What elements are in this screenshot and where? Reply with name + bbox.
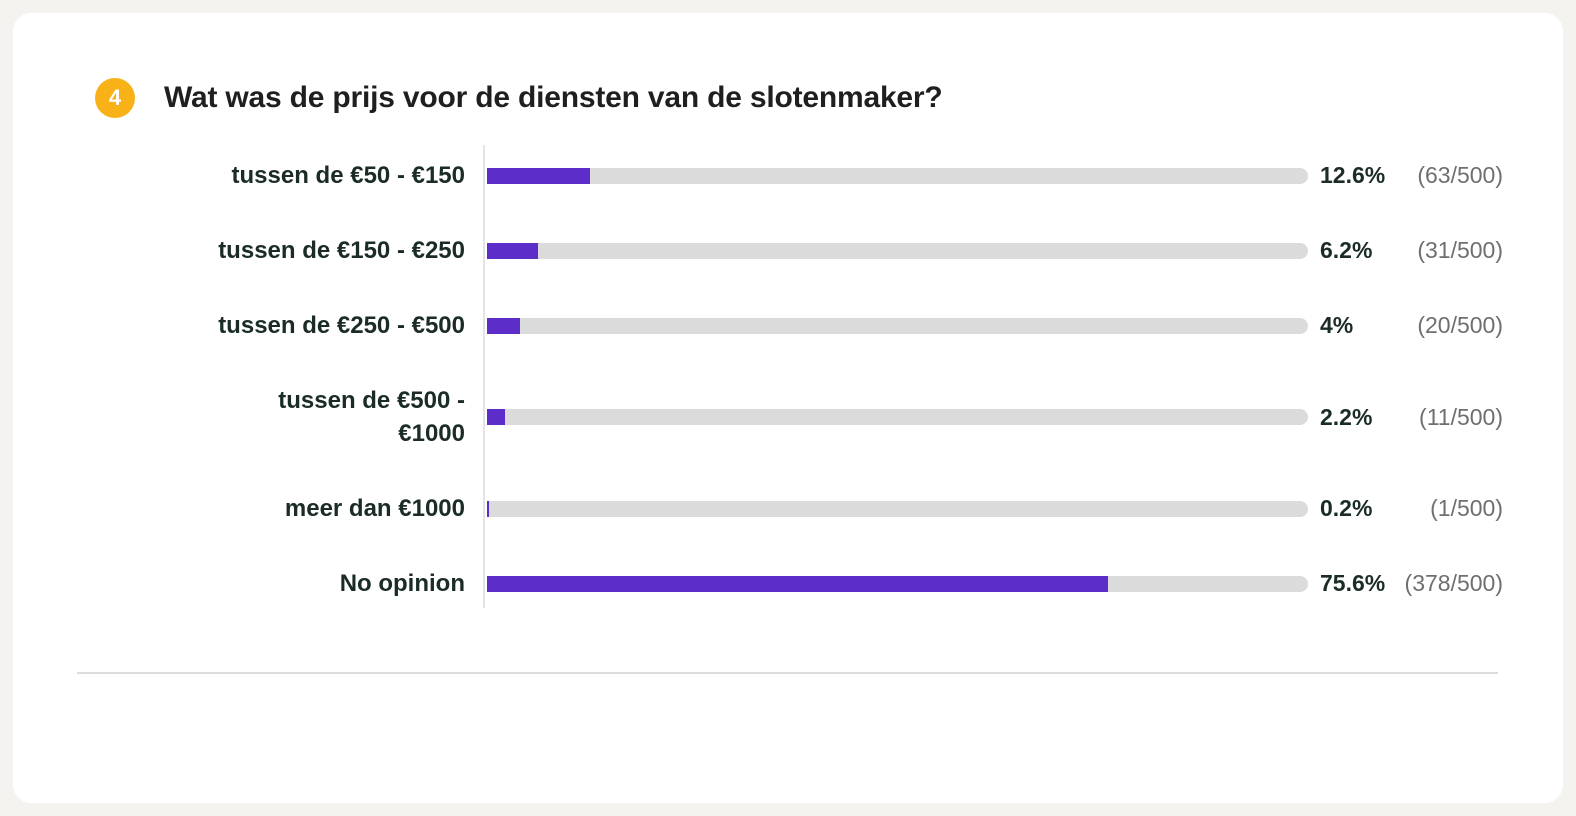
bar-fill <box>487 500 489 517</box>
percent-label: 4% <box>1320 312 1354 338</box>
count-label: (63/500) <box>1417 162 1503 188</box>
percent-label: 75.6% <box>1320 570 1386 596</box>
bar-track <box>487 242 1308 259</box>
count-label: (20/500) <box>1417 312 1503 338</box>
question-header: 4 Wat was de prijs voor de diensten van … <box>95 78 943 118</box>
count-label: (31/500) <box>1417 237 1503 263</box>
question-number-badge: 4 <box>95 78 135 118</box>
percent-label: 12.6% <box>1320 162 1386 188</box>
category-label: No opinion <box>339 570 465 597</box>
category-label: tussen de €500 - €1000 <box>278 387 465 447</box>
section-divider <box>77 672 1498 674</box>
question-number: 4 <box>108 85 122 110</box>
chart-baseline-axis <box>483 145 485 608</box>
bar-track <box>487 167 1308 184</box>
chart-row: tussen de €150 - €250 6.2% (31/500) <box>13 234 1563 267</box>
question-title: Wat was de prijs voor de diensten van de… <box>164 81 943 114</box>
bar-track <box>487 500 1308 517</box>
bar-fill <box>487 317 520 334</box>
category-label: tussen de €150 - €250 <box>218 237 465 264</box>
percent-label: 0.2% <box>1320 495 1373 521</box>
bar-track <box>487 409 1308 425</box>
chart-row: tussen de €250 - €500 4% (20/500) <box>13 309 1563 342</box>
chart-row: tussen de €500 - €1000 2.2% (11/500) <box>13 384 1563 450</box>
chart-row: tussen de €50 - €150 12.6% (63/500) <box>13 159 1563 192</box>
chart-row: meer dan €1000 0.2% (1/500) <box>13 492 1563 525</box>
bar-fill <box>487 575 1108 592</box>
bar-chart: tussen de €50 - €150 12.6% (63/500) tussen … <box>13 159 1563 642</box>
bar-track <box>487 317 1308 334</box>
bar-fill <box>487 409 506 425</box>
percent-label: 2.2% <box>1320 403 1373 430</box>
question-result-card: 4 Wat was de prijs voor de diensten van … <box>13 13 1563 803</box>
chart-row: No opinion 75.6% (378/500) <box>13 567 1563 600</box>
bar-fill <box>487 242 538 259</box>
bar-track <box>487 575 1308 592</box>
count-label: (1/500) <box>1430 495 1503 521</box>
category-label: tussen de €250 - €500 <box>218 312 465 339</box>
count-label: (11/500) <box>1419 403 1503 430</box>
percent-label: 6.2% <box>1320 237 1373 263</box>
category-label: meer dan €1000 <box>284 495 465 522</box>
count-label: (378/500) <box>1404 570 1503 596</box>
category-label: tussen de €50 - €150 <box>231 162 465 189</box>
bar-fill <box>487 167 591 184</box>
